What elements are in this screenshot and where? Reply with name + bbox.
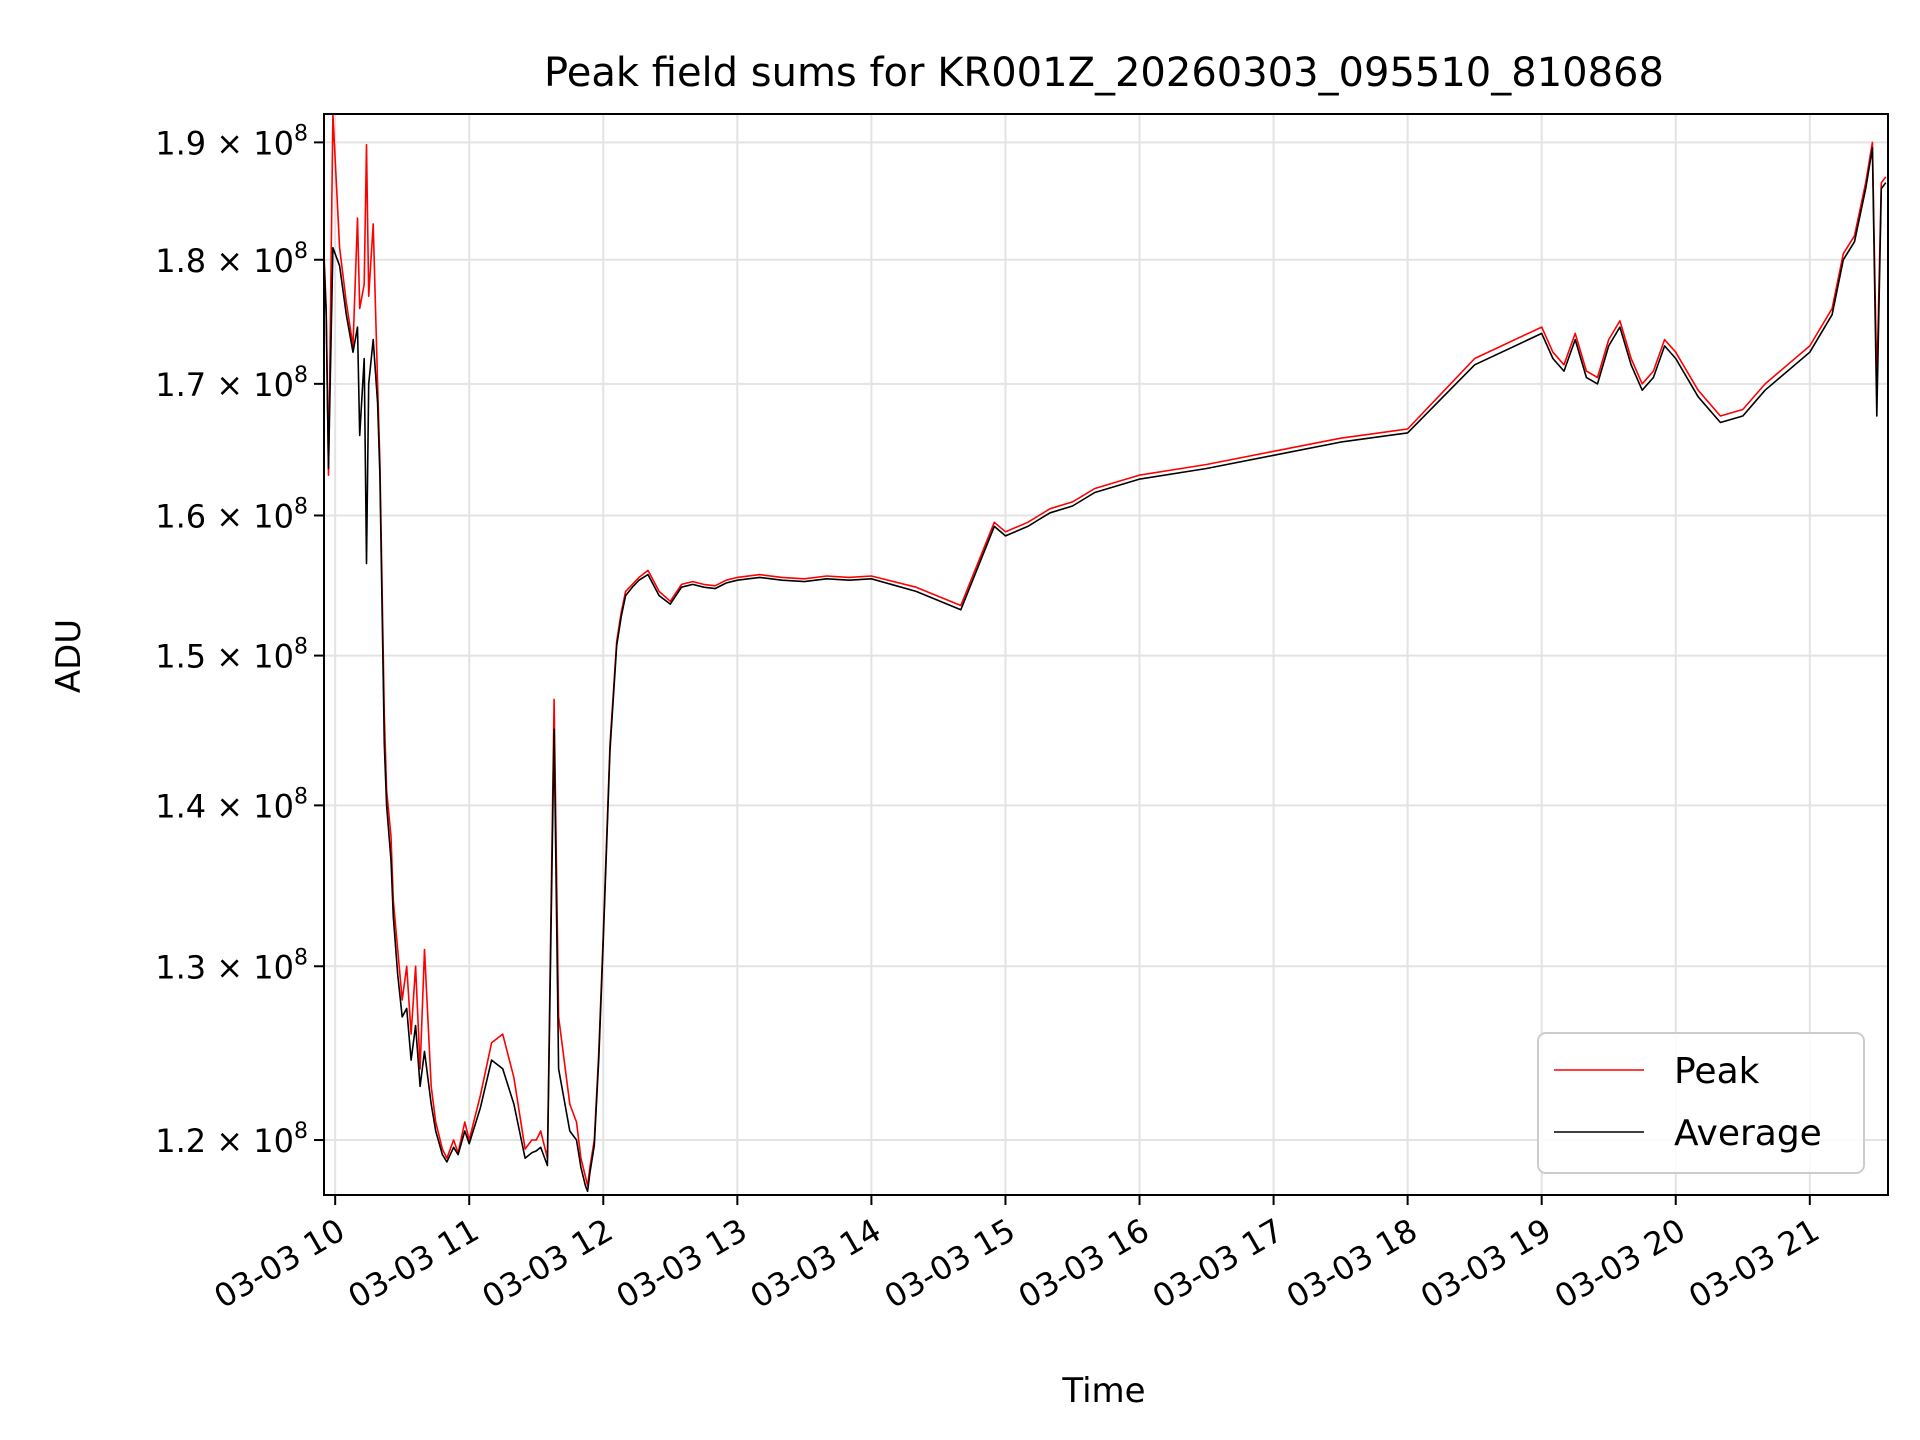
y-tick-label: 1.2 × 108 — [155, 1119, 308, 1160]
y-tick-label: 1.8 × 108 — [155, 239, 308, 280]
y-axis: 1.2 × 108 1.3 × 108 1.4 × 108 1.5 × 108 1.6 … — [155, 121, 324, 1160]
series-line-average — [324, 147, 1887, 1193]
y-axis-label: ADU — [49, 619, 89, 693]
series-line-peak — [324, 114, 1887, 1187]
legend-label-average: Average — [1674, 1113, 1822, 1154]
y-tick-label: 1.9 × 108 — [155, 121, 308, 162]
legend-box — [1537, 1032, 1865, 1174]
chart-title: Peak field sums for KR001Z_20260303_0955… — [544, 50, 1664, 96]
y-tick-label: 1.3 × 108 — [155, 945, 308, 986]
plot-area — [324, 114, 1887, 1193]
axes-frame — [323, 113, 1889, 1196]
y-tick-label: 1.6 × 108 — [155, 494, 308, 535]
legend-label-peak: Peak — [1674, 1051, 1760, 1092]
y-tick-label: 1.7 × 108 — [155, 363, 308, 404]
legend: Peak Average — [1537, 1032, 1865, 1174]
x-axis-label: Time — [1061, 1371, 1145, 1411]
y-tick-label: 1.5 × 108 — [155, 635, 308, 676]
y-tick-label: 1.4 × 108 — [155, 784, 308, 825]
